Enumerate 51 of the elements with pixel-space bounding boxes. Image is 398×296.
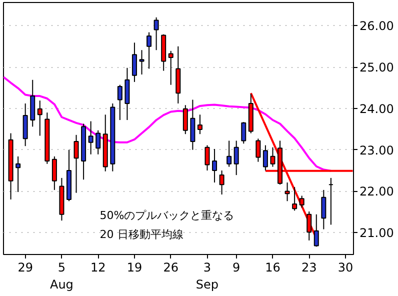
candlestick [154,16,159,51]
candlestick [182,104,188,135]
candlestick [321,189,326,230]
x-tick-label: 29 [18,260,33,274]
candlestick [219,170,224,195]
candlestick [284,182,290,202]
candlestick [37,100,42,136]
y-tick-label: 21.00 [360,226,394,240]
y-tick-label: 26.00 [360,19,394,34]
y-tick-label: 25.00 [360,60,394,75]
x-tick-label: 3 Sep [196,260,219,292]
candlestick [124,67,130,121]
candlestick [132,42,137,82]
candlestick [30,79,36,128]
candlestick [270,146,276,168]
candlestick [139,50,144,75]
candlestick [197,114,202,135]
candlestick [314,214,319,248]
x-tick-label: 30 [338,260,354,274]
x-tick-label: 12 [90,260,106,274]
candlestick [146,32,152,70]
candlestick [96,130,101,155]
y-tick-label: 23.00 [360,143,394,158]
candlestick [292,186,298,212]
candlestick [262,144,268,171]
candlestick [226,140,232,168]
candlestick [256,138,261,162]
candlestick [299,195,304,208]
candlestick [190,99,196,150]
y-tick-label: 24.00 [360,102,394,116]
x-tick-label: 5 Aug [50,260,74,292]
candlestick [117,84,122,121]
candlestick [22,102,28,147]
candlestick [234,140,239,176]
x-tick-label: 16 [265,260,280,274]
candlestick [16,156,21,193]
candlestick [52,156,57,190]
annotation: 50%のプルバックと重なる [100,208,234,222]
candlestick [212,148,218,183]
line-series [4,76,332,172]
annotation: 20 日移動平均線 [100,228,184,241]
candlestick [241,122,246,144]
x-tick-label: 9 [232,260,240,274]
x-tick-label: 23 [301,260,317,274]
x-tick-label: 26 [163,260,179,274]
y-tick-label: 22.00 [360,184,394,199]
candlestick [204,144,210,171]
candlestick [88,120,94,155]
candlestick [74,134,79,194]
x-tick-label: 19 [126,260,142,274]
candlestick [168,50,174,86]
